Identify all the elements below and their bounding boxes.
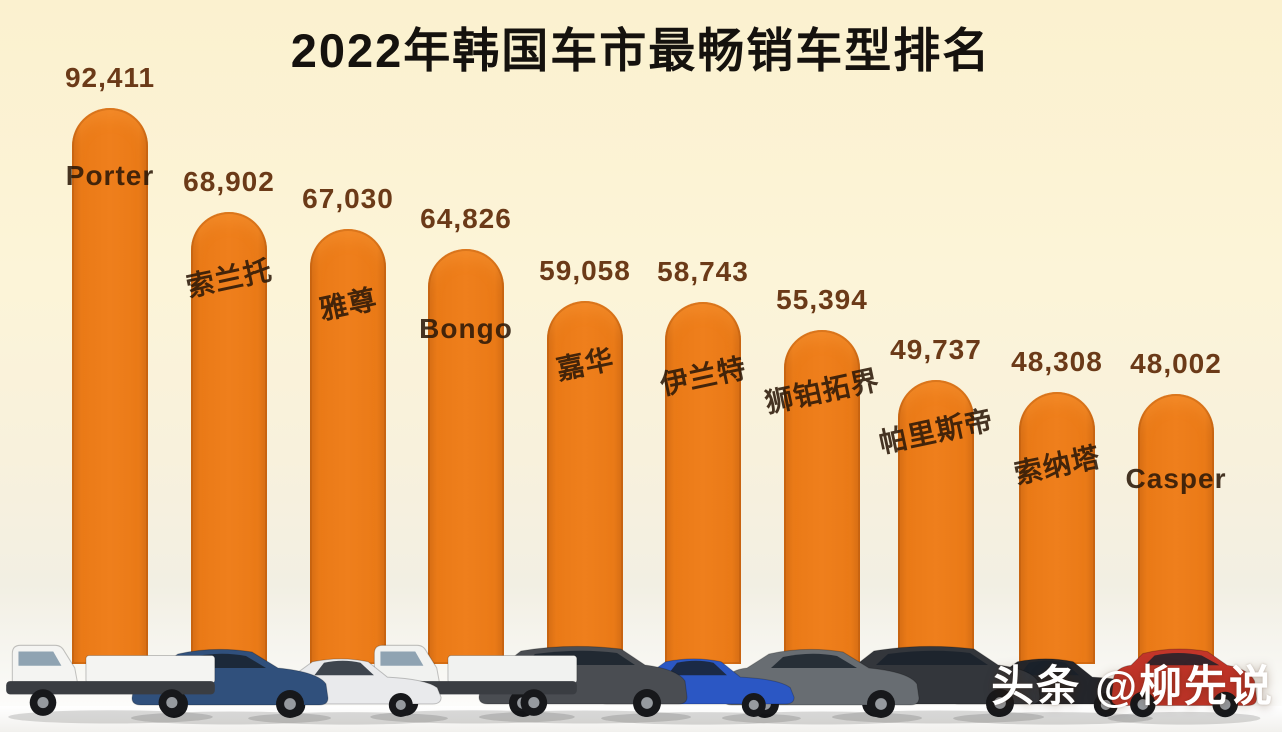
bar-grandeur: [310, 229, 386, 664]
bar-elantra: [665, 302, 741, 664]
watermark-brand: 头条: [991, 663, 1082, 711]
bar-carnival: [547, 301, 623, 664]
bar-palisade: [898, 380, 974, 664]
bar-value-label: 55,394: [776, 284, 868, 315]
bar-sonata: [1019, 392, 1095, 664]
bar-sorento: [191, 212, 267, 664]
bar-value-label: 58,743: [657, 256, 749, 287]
chart-title: 2022年韩国车市最畅销车型排名: [290, 24, 992, 77]
bar-value-label: 67,030: [302, 183, 394, 214]
bar-value-label: 92,411: [64, 62, 156, 93]
watermark-handle: @柳先说: [1095, 663, 1274, 711]
bar-casper: [1138, 394, 1214, 664]
bar-value-label: 48,002: [1130, 348, 1222, 379]
bar-name-label: Casper: [1125, 463, 1227, 494]
bar-value-label: 48,308: [1011, 346, 1103, 377]
bar-value-label: 64,826: [420, 203, 512, 234]
bar-name-label: Porter: [65, 160, 155, 191]
bar-value-label: 68,902: [183, 166, 275, 197]
bar-sportage: [784, 330, 860, 664]
bar-value-label: 59,058: [539, 255, 631, 286]
bar-value-label: 49,737: [890, 334, 982, 365]
bar-porter: [72, 108, 148, 664]
bar-name-label: Bongo: [419, 313, 513, 344]
bar-bongo: [428, 249, 504, 664]
watermark: 头条 @柳先说: [991, 652, 1274, 714]
